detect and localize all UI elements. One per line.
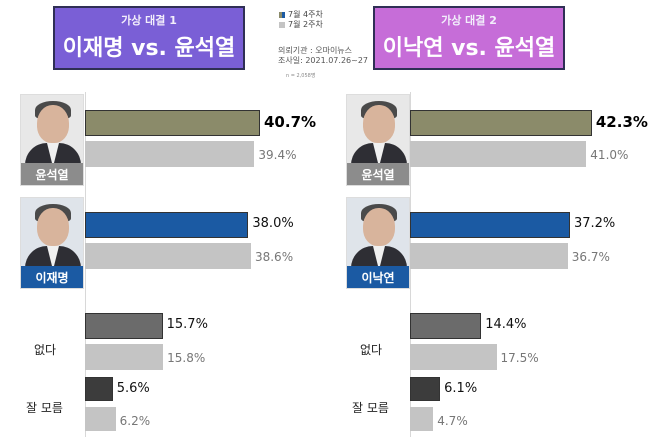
candidate-photo: 이재명 (20, 197, 84, 289)
data-label-week4: 38.0% (252, 216, 294, 231)
category-label: 잘 모름 (26, 401, 63, 415)
category-label: 없다 (360, 343, 383, 357)
data-label-week4: 15.7% (166, 317, 208, 332)
legend-label-week4: 7월 4주차 (288, 10, 323, 19)
data-label-week2: 15.8% (167, 351, 206, 365)
candidate-photo: 이낙연 (346, 197, 410, 289)
bar-week4 (410, 110, 592, 136)
data-label-week4: 40.7% (264, 113, 317, 131)
photo-face (37, 208, 69, 246)
photo-face (363, 208, 395, 246)
bar-week2 (85, 243, 251, 269)
bar-week2 (85, 141, 255, 167)
candidate-photo: 윤석열 (346, 94, 410, 186)
data-label-week4: 5.6% (116, 381, 150, 396)
chart-title-1: 이재명 vs. 윤석열 (62, 36, 236, 61)
data-label-week2: 6.2% (119, 414, 151, 428)
bar-week2 (410, 407, 434, 431)
candidate-name-plate: 이재명 (21, 266, 83, 288)
candidate-name-plate: 이낙연 (347, 266, 409, 288)
legend-item-week2: 7월 2주차 (279, 20, 359, 30)
candidate-name-plate: 윤석열 (347, 163, 409, 185)
bar-week4 (85, 377, 113, 401)
candidate-photo: 윤석열 (20, 94, 84, 186)
source-date: 조사일: 2021.07.26~27 (278, 56, 369, 65)
data-label-week2: 38.6% (254, 250, 294, 264)
bar-week2 (85, 344, 164, 370)
bar-week4 (85, 110, 260, 136)
survey-source: 의뢰기관 : 오마이뉴스 조사일: 2021.07.26~27 (278, 46, 368, 66)
bar-week4 (410, 212, 570, 238)
bar-week4 (85, 313, 163, 339)
chart-title-2: 이낙연 vs. 윤석열 (382, 36, 556, 61)
legend-swatch-week2 (279, 22, 285, 28)
bar-week4 (85, 212, 249, 238)
bar-week2 (410, 243, 568, 269)
chart-subtitle-1: 가상 대결 1 (121, 14, 177, 27)
sample-size: n = 2,058명 (286, 73, 316, 79)
bar-week2 (410, 344, 497, 370)
chart-title-box-1: 가상 대결 1 이재명 vs. 윤석열 (53, 6, 245, 70)
data-label-week2: 4.7% (437, 414, 468, 428)
photo-face (363, 105, 395, 143)
chart-title-box-2: 가상 대결 2 이낙연 vs. 윤석열 (373, 6, 565, 70)
bar-week4 (410, 313, 482, 339)
bar-week2 (85, 407, 116, 431)
bar-week2 (410, 141, 587, 167)
data-label-week2: 17.5% (500, 351, 539, 365)
data-label-week4: 6.1% (444, 381, 478, 396)
legend-item-week4: 7월 4주차 (279, 10, 359, 20)
data-label-week2: 39.4% (258, 148, 297, 162)
category-label: 없다 (34, 343, 57, 357)
bar-week4 (410, 377, 441, 401)
chart-subtitle-2: 가상 대결 2 (441, 14, 497, 27)
data-label-week2: 36.7% (571, 250, 610, 264)
photo-face (37, 105, 69, 143)
source-client: 의뢰기관 : 오마이뉴스 (278, 46, 353, 55)
data-label-week4: 42.3% (595, 113, 648, 131)
legend: 7월 4주차 7월 2주차 (279, 10, 359, 30)
category-label: 잘 모름 (352, 401, 389, 415)
data-label-week4: 14.4% (485, 317, 527, 332)
legend-label-week2: 7월 2주차 (288, 20, 323, 29)
data-label-week2: 41.0% (590, 148, 629, 162)
candidate-name-plate: 윤석열 (21, 163, 83, 185)
legend-swatch-week4 (279, 12, 285, 18)
data-label-week4: 37.2% (573, 216, 616, 231)
